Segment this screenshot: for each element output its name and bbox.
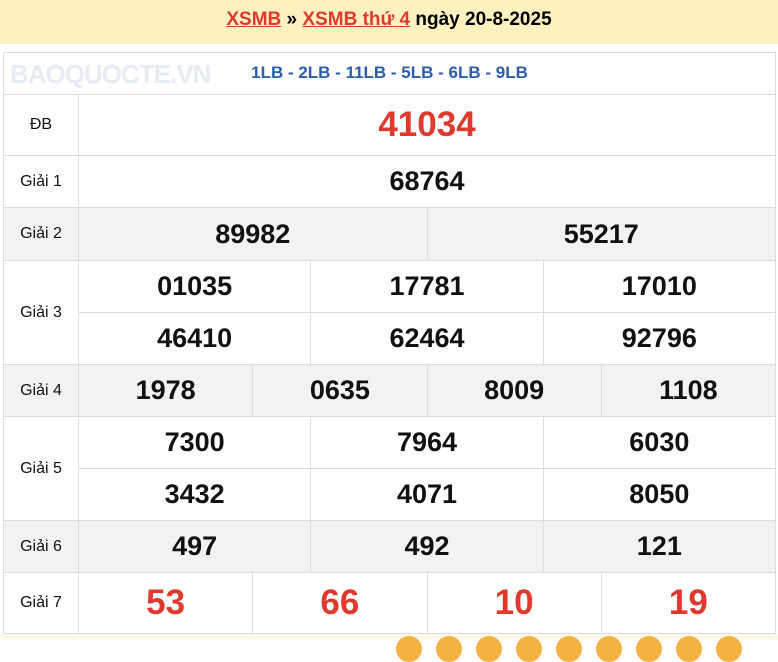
ticket-codes: 1LB - 2LB - 11LB - 5LB - 6LB - 9LB — [4, 53, 775, 95]
xsmb-thu4-link[interactable]: XSMB thứ 4 — [302, 9, 411, 30]
draw-date: ngày 20-8-2025 — [415, 9, 552, 30]
prize-number: 46410 — [157, 323, 233, 353]
prize-label: Giải 3 — [4, 261, 79, 364]
breadcrumb-separator: » — [286, 9, 298, 30]
prize-number: 492 — [310, 521, 542, 572]
breadcrumb-header: XSMB » XSMB thứ 4 ngày 20-8-2025 — [0, 0, 778, 44]
prize-number: 6030 — [542, 417, 775, 468]
prize-number: 1108 — [600, 365, 775, 416]
prize-label: Giải 7 — [4, 573, 79, 633]
prize-number: 17781 — [310, 261, 542, 312]
prize-label: Giải 2 — [4, 208, 79, 260]
prize-number: 1978 — [135, 375, 196, 405]
prize-number: 68764 — [389, 166, 465, 196]
prize-label: Giải 6 — [4, 521, 79, 572]
prize-label: ĐB — [4, 95, 79, 155]
prize-row-g1: Giải 1 68764 — [4, 156, 775, 208]
prize-number: 7300 — [164, 427, 225, 457]
prize-number: 55217 — [426, 208, 776, 260]
prize-label: Giải 1 — [4, 156, 79, 207]
prize-number: 19 — [600, 573, 775, 633]
prize-number: 53 — [146, 583, 186, 622]
prize-row-g7: Giải 7 53 66 10 19 — [4, 573, 775, 634]
special-prize-number: 41034 — [378, 105, 476, 144]
prize-row-g4: Giải 4 1978 0635 8009 1108 — [4, 365, 775, 417]
prize-number: 3432 — [164, 479, 225, 509]
prize-number: 7964 — [310, 417, 542, 468]
prize-number: 92796 — [542, 313, 775, 364]
prize-number: 89982 — [215, 218, 291, 249]
prize-number: 62464 — [310, 313, 542, 364]
prize-row-g5: Giải 5 7300 7964 6030 3432 4071 8050 — [4, 417, 775, 521]
prize-number: 8009 — [426, 365, 601, 416]
prize-number: 66 — [252, 573, 426, 633]
prize-number: 497 — [172, 531, 218, 561]
prize-row-db: ĐB 41034 — [4, 95, 775, 156]
prize-number: 4071 — [310, 469, 542, 520]
prize-number: 17010 — [542, 261, 775, 312]
prize-number: 8050 — [542, 469, 775, 520]
prize-number: 0635 — [252, 365, 426, 416]
prize-row-g6: Giải 6 497 492 121 — [4, 521, 775, 573]
watermark: BAOQUOCTE.VN — [10, 59, 211, 89]
prize-row-g3: Giải 3 01035 17781 17010 46410 62464 927… — [4, 261, 775, 365]
prize-number: 10 — [426, 573, 601, 633]
prize-number: 121 — [542, 521, 775, 572]
results-table: 1LB - 2LB - 11LB - 5LB - 6LB - 9LB ĐB 41… — [3, 52, 776, 635]
footer-strip — [0, 634, 778, 640]
prize-label: Giải 5 — [4, 417, 79, 520]
prize-label: Giải 4 — [4, 365, 79, 416]
prize-number: 01035 — [157, 271, 233, 301]
prize-row-g2: Giải 2 89982 55217 — [4, 208, 775, 261]
xsmb-link[interactable]: XSMB — [226, 9, 282, 30]
